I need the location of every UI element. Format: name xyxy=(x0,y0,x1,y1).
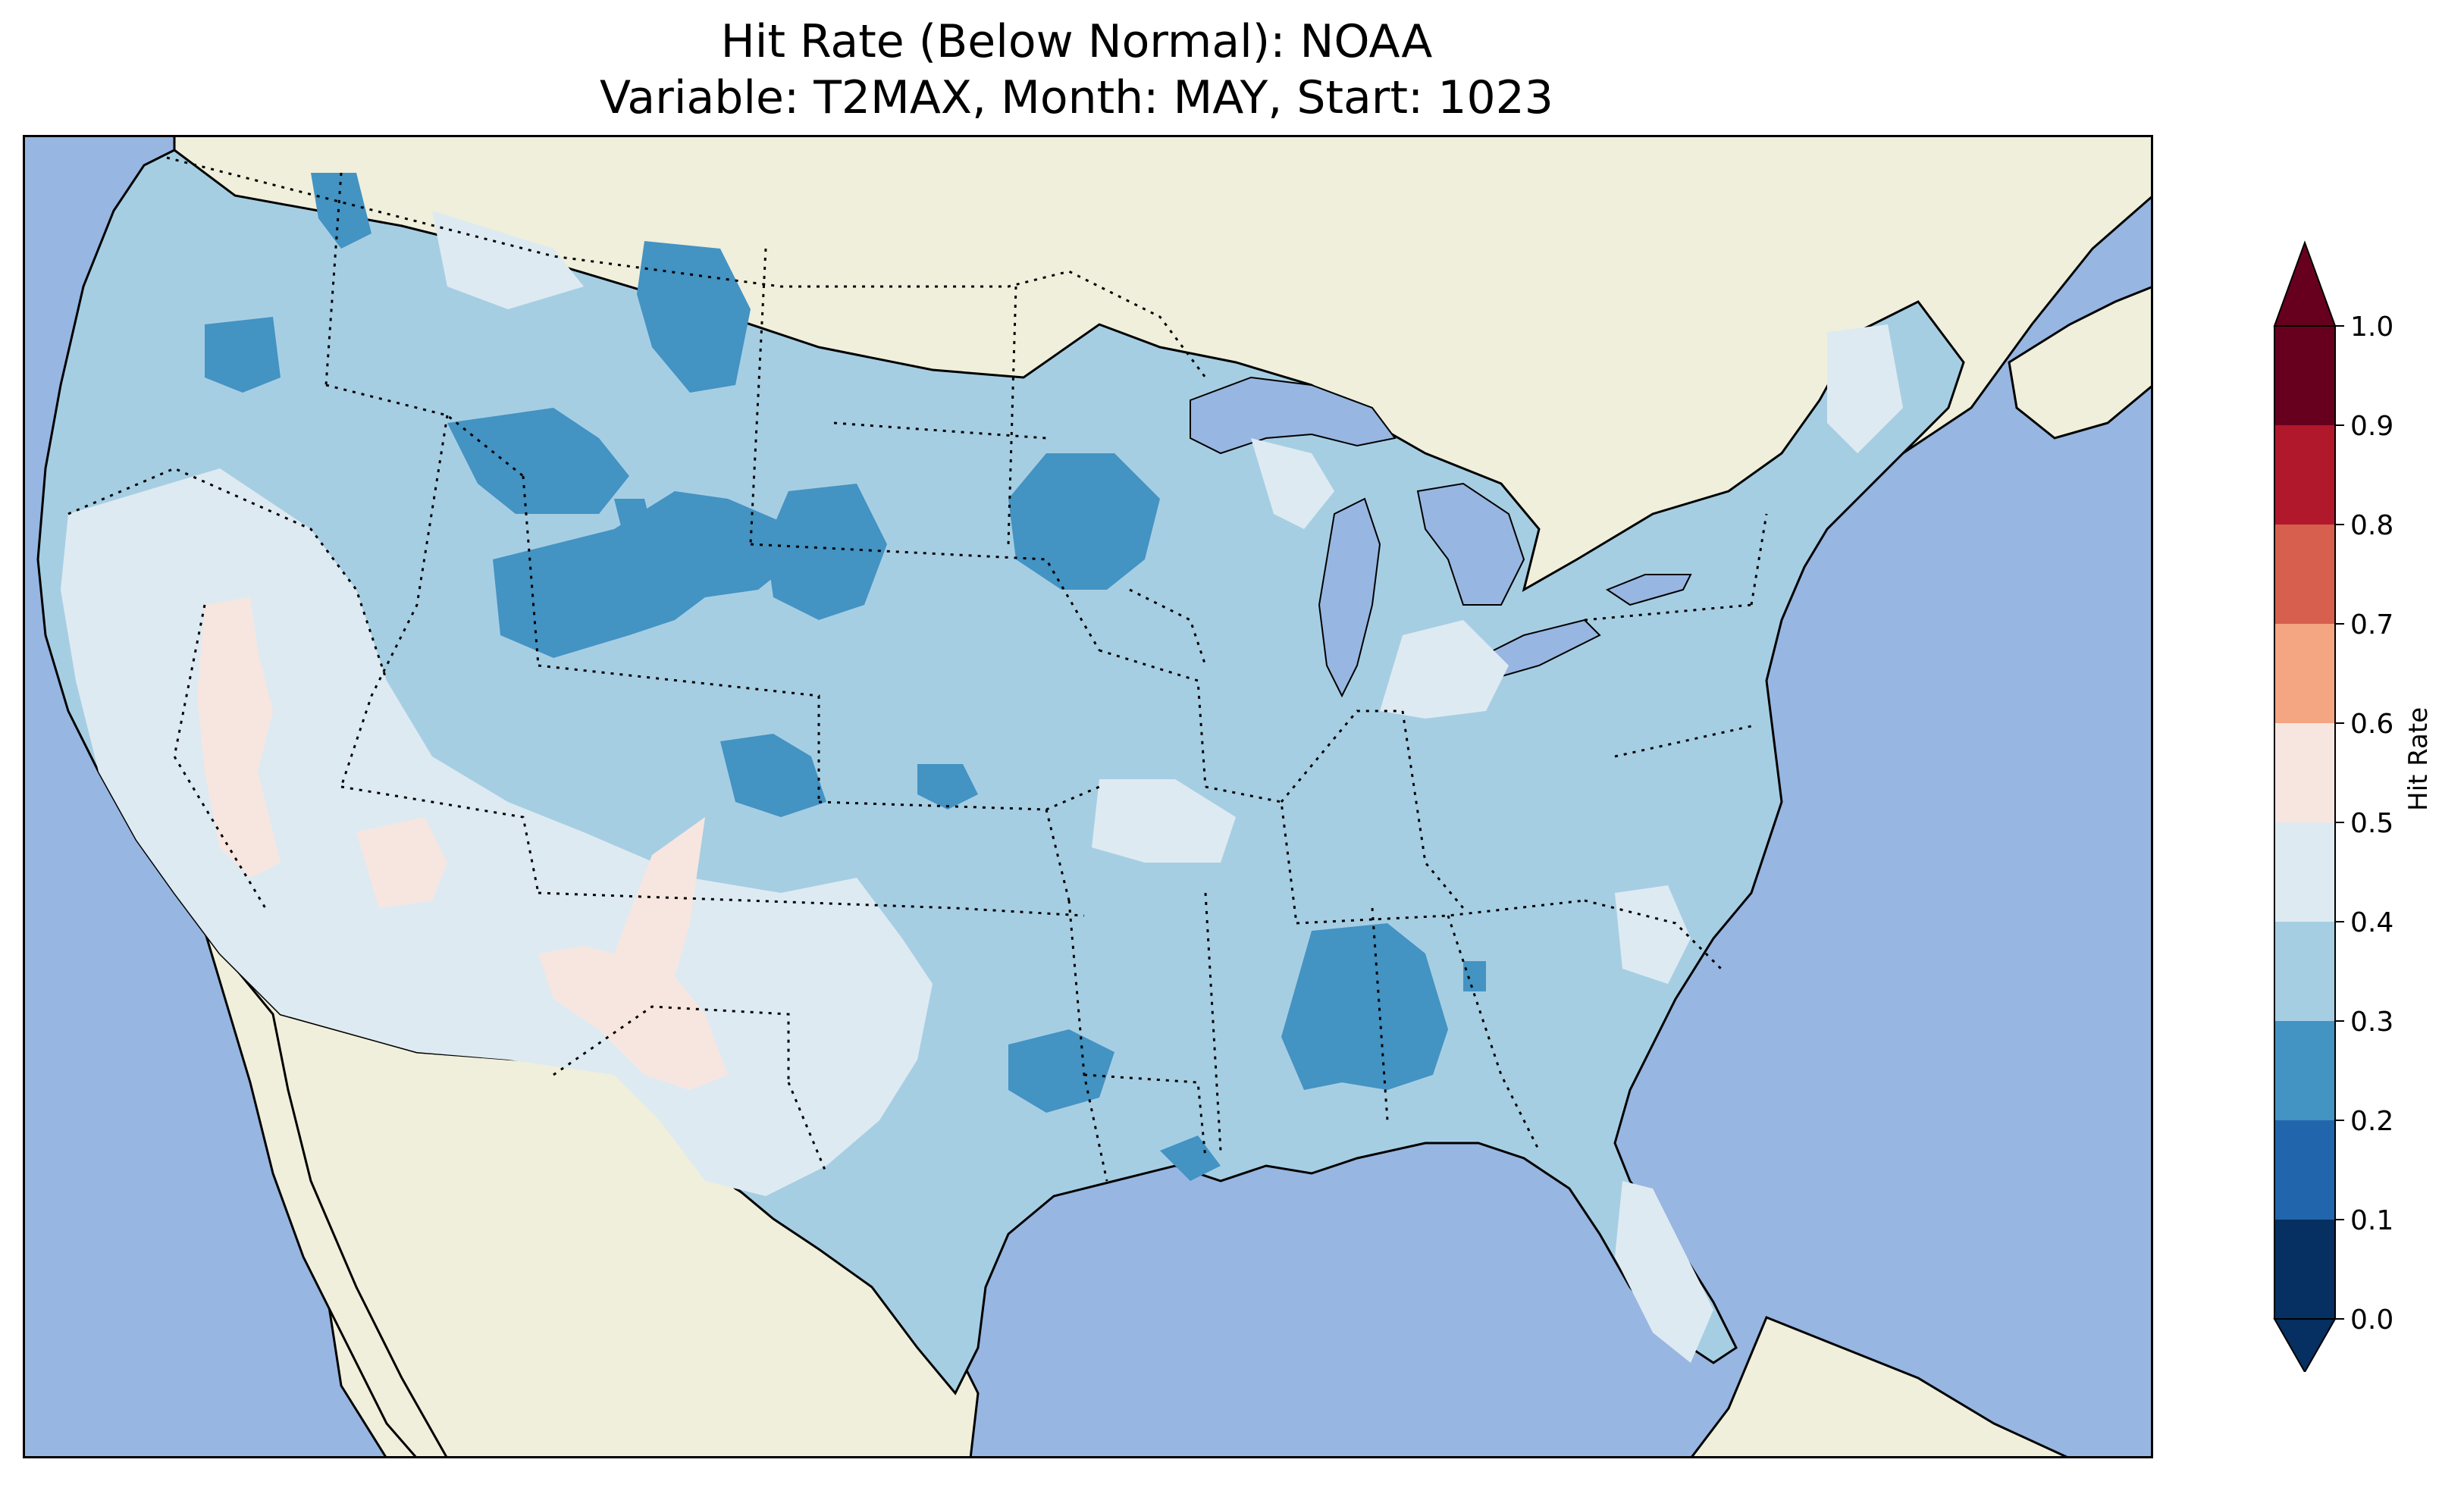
map-panel xyxy=(23,135,2153,1458)
colorbar-tick-label: 0.7 xyxy=(2350,609,2393,641)
cuba-land xyxy=(1689,1316,2071,1458)
colorbar-extend-top xyxy=(2273,240,2337,327)
lake-ontario xyxy=(1605,574,1692,606)
baja-land xyxy=(203,930,449,1458)
bin-0.2-0.3-regions xyxy=(205,173,1486,1181)
colorbar-tick-label: 0.6 xyxy=(2350,709,2393,740)
colorbar: 0.0 0.1 0.2 0.3 0.4 0.5 0.6 0.7 0.8 0.9 1.0 xyxy=(2273,240,2393,1372)
lake-superior xyxy=(1190,376,1397,455)
colorbar-tick-label: 0.1 xyxy=(2350,1205,2393,1236)
colorbar-label: Hit Rate xyxy=(2403,706,2434,811)
colorbar-bin-4 xyxy=(2274,822,2335,922)
bin-0.5-0.6-regions xyxy=(197,597,728,1090)
colorbar-bin-6 xyxy=(2274,624,2335,723)
title-line-2: Variable: T2MAX, Month: MAY, Start: 1023 xyxy=(600,71,1553,124)
colorbar-ticks: 0.0 0.1 0.2 0.3 0.4 0.5 0.6 0.7 0.8 0.9 1.0 xyxy=(2335,312,2393,1336)
us-canada-border xyxy=(166,156,1207,378)
colorbar-bin-8 xyxy=(2274,425,2335,525)
colorbar-tick-label: 1.0 xyxy=(2350,312,2393,343)
colorbar-tick-label: 0.3 xyxy=(2350,1007,2393,1038)
colorbar-bin-9 xyxy=(2274,326,2335,425)
colorbar-bin-0 xyxy=(2274,1220,2335,1319)
colorbar-tick-label: 0.2 xyxy=(2350,1106,2393,1137)
colorbar-bin-3 xyxy=(2274,922,2335,1021)
colorbar-tick-label: 0.8 xyxy=(2350,510,2393,541)
state-borders xyxy=(67,172,1768,1182)
colorbar-bin-1 xyxy=(2274,1120,2335,1220)
map-frame xyxy=(23,135,2153,1458)
colorbar-bin-5 xyxy=(2274,723,2335,822)
title-line-1: Hit Rate (Below Normal): NOAA xyxy=(720,15,1433,68)
colorbar-tick-label: 0.5 xyxy=(2350,808,2393,839)
colorbar-bins xyxy=(2274,325,2336,1320)
colorbar-bin-2 xyxy=(2274,1021,2335,1120)
chart-title: Hit Rate (Below Normal): NOAA Variable: … xyxy=(0,14,2153,126)
colorbar-tick-label: 0.0 xyxy=(2350,1305,2393,1336)
lake-huron xyxy=(1416,482,1525,606)
colorbar-tick-label: 0.9 xyxy=(2350,411,2393,442)
colorbar-tick-label: 0.4 xyxy=(2350,907,2393,938)
lake-michigan xyxy=(1318,497,1381,698)
colorbar-bin-7 xyxy=(2274,525,2335,624)
maritimes-land xyxy=(2008,285,2153,440)
colorbar-extend-bottom xyxy=(2273,1318,2337,1372)
bin-0.4-0.5-regions xyxy=(61,211,1903,1363)
